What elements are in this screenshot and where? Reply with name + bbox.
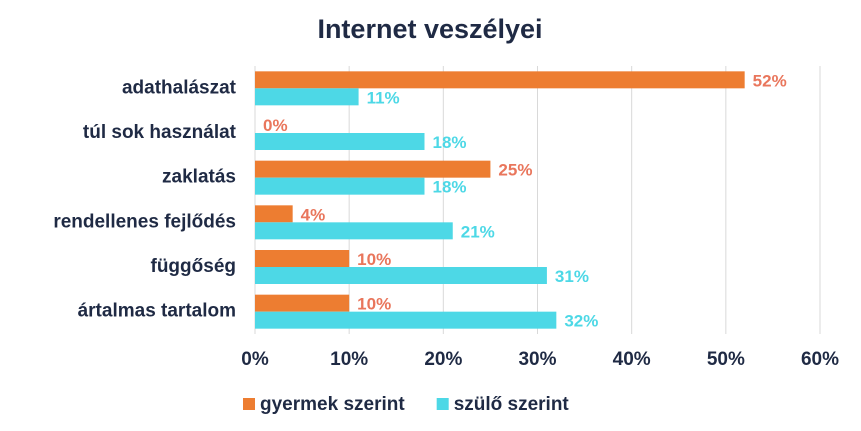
data-label: 21% bbox=[461, 222, 495, 241]
data-label: 31% bbox=[555, 267, 589, 286]
x-tick-label: 20% bbox=[424, 349, 462, 370]
x-tick-label: 10% bbox=[330, 349, 368, 370]
y-tick-label: függőség bbox=[151, 256, 237, 277]
chart-title: Internet veszélyei bbox=[317, 14, 542, 44]
y-tick-label: túl sok használat bbox=[83, 122, 237, 143]
y-tick-label: zaklatás bbox=[162, 167, 236, 188]
y-tick-label: ártalmas tartalom bbox=[78, 301, 236, 322]
data-label: 18% bbox=[433, 178, 467, 197]
data-label: 4% bbox=[301, 205, 326, 224]
bar bbox=[255, 160, 491, 178]
bar bbox=[255, 294, 350, 312]
y-tick-label: adathalászat bbox=[122, 77, 237, 98]
bar bbox=[255, 88, 359, 106]
legend-label: szülő szerint bbox=[454, 394, 570, 415]
bar bbox=[255, 205, 293, 223]
x-tick-label: 50% bbox=[707, 349, 745, 370]
data-label: 10% bbox=[357, 295, 391, 314]
bar bbox=[255, 133, 425, 150]
legend-swatch bbox=[243, 398, 255, 410]
data-label: 18% bbox=[433, 133, 467, 152]
x-tick-label: 60% bbox=[801, 349, 839, 370]
data-label: 52% bbox=[753, 71, 787, 90]
data-label: 25% bbox=[498, 161, 532, 180]
bar bbox=[255, 311, 557, 329]
data-label: 10% bbox=[357, 250, 391, 269]
bar bbox=[255, 71, 745, 89]
legend-swatch bbox=[436, 398, 449, 410]
x-tick-label: 40% bbox=[613, 349, 651, 370]
x-tick-label: 0% bbox=[241, 349, 269, 370]
data-label: 32% bbox=[564, 312, 598, 331]
y-tick-label: rendellenes fejlődés bbox=[53, 211, 236, 232]
data-label: 11% bbox=[367, 88, 400, 107]
bar bbox=[255, 250, 350, 267]
legend-label: gyermek szerint bbox=[260, 394, 405, 415]
bar bbox=[255, 177, 425, 195]
bar bbox=[255, 267, 547, 284]
bar bbox=[255, 222, 453, 240]
x-tick-label: 30% bbox=[518, 349, 556, 370]
data-label: 0% bbox=[263, 116, 288, 135]
